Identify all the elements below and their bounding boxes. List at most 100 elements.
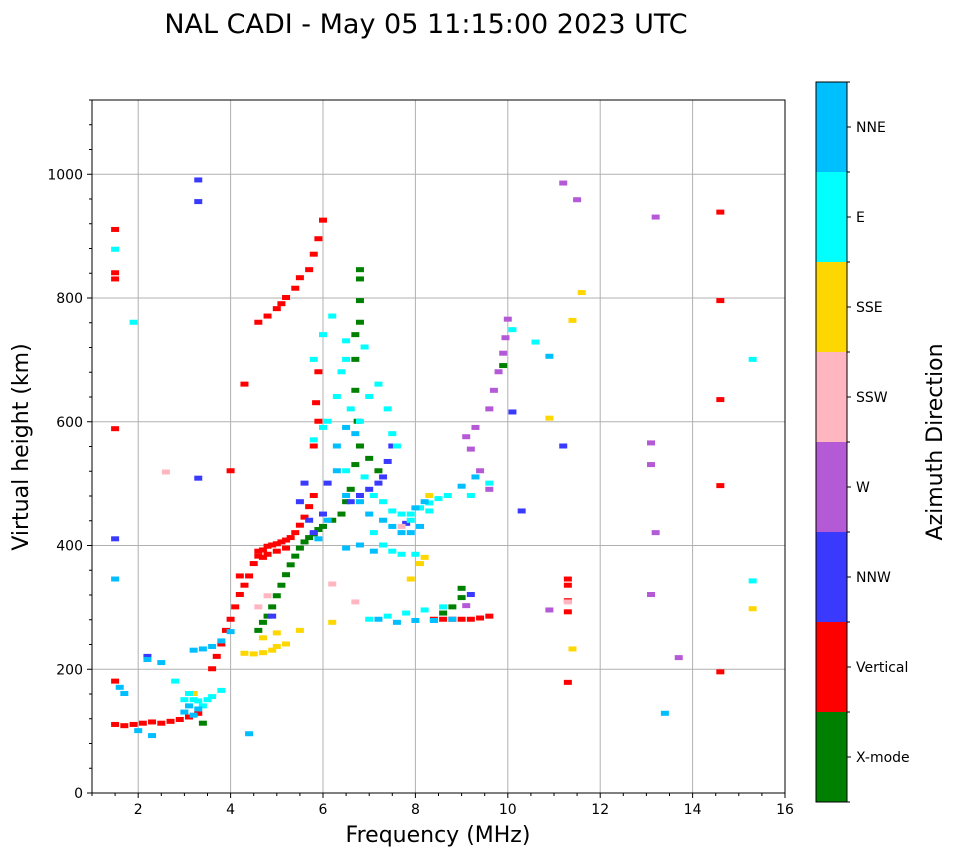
data-point-vertical [148, 719, 157, 725]
data-point-sse [268, 647, 277, 653]
data-point-nne [369, 548, 378, 554]
data-point-w [462, 603, 471, 609]
data-point-e [388, 508, 397, 514]
data-point-sse [258, 650, 267, 656]
data-point-x-mode [351, 356, 360, 362]
data-point-vertical [476, 615, 485, 621]
data-point-vertical [129, 721, 138, 727]
colorbar-tick-label: SSE [856, 300, 883, 316]
x-axis-label: Frequency (MHz) [346, 823, 531, 848]
data-point-nne [332, 468, 341, 474]
data-point-nne [660, 710, 669, 716]
data-point-x-mode [319, 523, 327, 529]
data-point-vertical [282, 545, 291, 551]
colorbar-tick-label: Vertical [856, 660, 908, 676]
data-point-e [439, 604, 448, 610]
colorbar-frame [815, 81, 848, 803]
data-point-e [392, 443, 401, 449]
data-point-e [180, 697, 189, 703]
data-point-x-mode [258, 619, 267, 625]
data-point-vertical [111, 721, 120, 727]
data-point-nne [416, 523, 425, 529]
colorbar-segment [816, 442, 847, 532]
data-point-e [531, 339, 540, 345]
data-point-nne [189, 712, 198, 718]
data-point-x-mode [351, 332, 360, 338]
data-point-vertical [231, 604, 240, 610]
data-point-x-mode [351, 462, 360, 468]
data-point-ssw [397, 523, 406, 529]
data-point-vertical [716, 298, 725, 304]
data-point-e [402, 610, 411, 616]
data-point-x-mode [305, 535, 314, 541]
data-point-vertical [258, 554, 267, 560]
data-point-ssw [263, 593, 272, 599]
x-tick-label: 10 [499, 802, 517, 818]
data-point-e [309, 437, 318, 443]
data-point-nnw [365, 486, 374, 492]
data-point-vertical [221, 627, 230, 633]
data-point-vertical [291, 530, 300, 536]
data-point-w [651, 214, 660, 220]
data-point-nnw [305, 517, 314, 523]
data-point-e [388, 548, 397, 554]
data-point-w [499, 350, 508, 356]
data-point-vertical [277, 539, 286, 545]
data-point-vertical [282, 537, 291, 543]
data-point-nne [429, 617, 438, 623]
data-point-w [503, 316, 512, 322]
data-point-vertical [208, 666, 217, 672]
data-points [111, 177, 757, 739]
data-point-vertical [212, 653, 221, 659]
data-point-vertical [258, 547, 267, 553]
data-point-nnw [517, 508, 526, 514]
data-point-e [383, 613, 392, 619]
data-point-vertical [175, 716, 184, 722]
data-point-nnw [194, 199, 203, 205]
data-point-x-mode [457, 585, 466, 591]
data-point-vertical [226, 616, 235, 622]
x-tick-label: 14 [684, 802, 702, 818]
data-point-w [485, 406, 494, 412]
data-point-e [365, 616, 374, 622]
data-point-x-mode [295, 545, 304, 551]
data-point-nne [208, 643, 217, 649]
data-point-x-mode [355, 276, 364, 282]
data-point-nnw [295, 499, 304, 505]
data-point-nne [411, 505, 420, 511]
data-point-nnw [383, 458, 392, 464]
data-point-vertical [305, 267, 314, 273]
data-point-nne [471, 474, 480, 480]
data-point-nne [115, 684, 124, 690]
data-point-w [501, 335, 510, 341]
data-point-e [443, 493, 452, 498]
data-point-sse [328, 619, 337, 625]
data-point-e [217, 687, 226, 693]
data-point-sse [189, 691, 198, 696]
grid-lines [92, 100, 786, 794]
data-point-nne [245, 731, 254, 737]
data-point-x-mode [263, 613, 272, 619]
data-point-nne [388, 523, 397, 529]
data-point-w [476, 468, 485, 474]
data-point-x-mode [198, 720, 207, 726]
data-point-nnw [346, 499, 355, 505]
data-point-e [337, 369, 346, 375]
data-point-vertical [716, 483, 725, 489]
x-axis: 2 4 6 8 10 12 14 16 [91, 793, 794, 818]
data-point-x-mode [499, 363, 508, 369]
data-point-e [332, 394, 341, 399]
data-point-nne [314, 536, 323, 542]
colorbar-segment [816, 352, 847, 442]
data-point-x-mode [268, 604, 277, 610]
x-tick-label: 4 [226, 802, 235, 818]
data-point-ssw [161, 469, 170, 475]
data-point-vertical [263, 551, 272, 557]
data-point-vertical [300, 514, 309, 520]
data-point-nnw [111, 536, 120, 542]
data-point-x-mode [272, 593, 281, 599]
data-point-vertical [312, 400, 321, 406]
colorbar-segment [816, 262, 847, 352]
colorbar-segment [816, 172, 847, 262]
